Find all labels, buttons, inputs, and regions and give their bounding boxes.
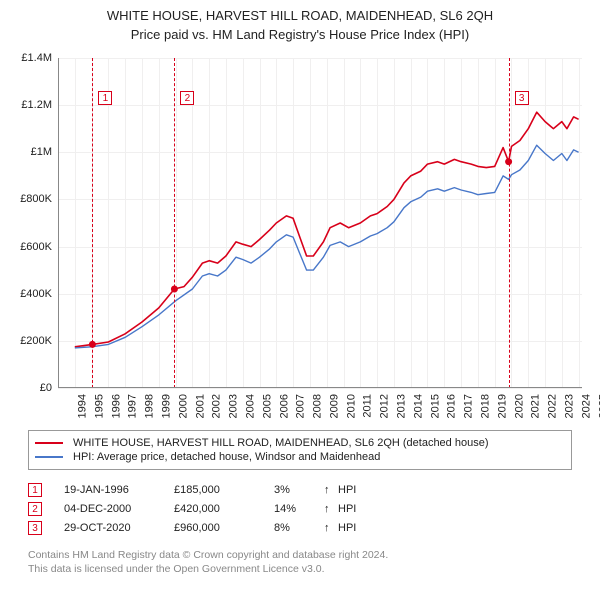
- event-date: 19-JAN-1996: [64, 484, 174, 496]
- arrow-up-icon: ↑: [324, 503, 338, 515]
- footer-attribution: Contains HM Land Registry data © Crown c…: [28, 548, 572, 576]
- legend-swatch: [35, 442, 63, 444]
- x-tick-label: 2010: [345, 394, 357, 418]
- event-date: 29-OCT-2020: [64, 522, 174, 534]
- arrow-up-icon: ↑: [324, 522, 338, 534]
- event-date: 04-DEC-2000: [64, 503, 174, 515]
- event-marker-icon: 1: [28, 483, 42, 497]
- subtitle: Price paid vs. HM Land Registry's House …: [0, 27, 600, 42]
- event-hpi-label: HPI: [338, 522, 378, 534]
- x-tick-label: 1999: [160, 394, 172, 418]
- x-tick-label: 2002: [211, 394, 223, 418]
- legend-label: WHITE HOUSE, HARVEST HILL ROAD, MAIDENHE…: [73, 437, 489, 449]
- x-tick-label: 2015: [429, 394, 441, 418]
- x-tick-label: 2007: [295, 394, 307, 418]
- event-row: 1 19-JAN-1996 £185,000 3% ↑ HPI: [28, 483, 572, 497]
- event-marker-icon: 2: [28, 502, 42, 516]
- arrow-up-icon: ↑: [324, 484, 338, 496]
- x-tick-label: 2022: [547, 394, 559, 418]
- chart-container: WHITE HOUSE, HARVEST HILL ROAD, MAIDENHE…: [0, 0, 600, 590]
- address-title: WHITE HOUSE, HARVEST HILL ROAD, MAIDENHE…: [0, 8, 600, 23]
- event-pct: 8%: [274, 522, 324, 534]
- x-tick-label: 2018: [480, 394, 492, 418]
- event-pct: 3%: [274, 484, 324, 496]
- y-tick-label: £0: [40, 382, 52, 394]
- event-price: £185,000: [174, 484, 274, 496]
- event-row: 3 29-OCT-2020 £960,000 8% ↑ HPI: [28, 521, 572, 535]
- footer-line: Contains HM Land Registry data © Crown c…: [28, 548, 572, 562]
- x-tick-label: 1996: [110, 394, 122, 418]
- series-line-hpi: [75, 145, 579, 348]
- legend-row: HPI: Average price, detached house, Wind…: [35, 451, 565, 463]
- x-tick-label: 2023: [564, 394, 576, 418]
- x-tick-label: 1994: [76, 394, 88, 418]
- x-tick-label: 2012: [379, 394, 391, 418]
- x-tick-label: 2003: [228, 394, 240, 418]
- x-tick-label: 2016: [446, 394, 458, 418]
- x-tick-label: 2024: [580, 394, 592, 418]
- series-line-property: [75, 112, 579, 347]
- plot-area: 123 £0£200K£400K£600K£800K£1M£1.2M£1.4M …: [58, 58, 582, 388]
- event-vline: [509, 58, 510, 388]
- y-tick-label: £1.2M: [21, 99, 52, 111]
- x-tick-label: 2001: [194, 394, 206, 418]
- x-tick-label: 2019: [496, 394, 508, 418]
- x-tick-label: 1997: [127, 394, 139, 418]
- event-price: £420,000: [174, 503, 274, 515]
- gridline-horizontal: [58, 388, 582, 389]
- x-tick-label: 2005: [261, 394, 273, 418]
- event-vline: [92, 58, 93, 388]
- line-series-svg: [58, 58, 582, 388]
- legend-row: WHITE HOUSE, HARVEST HILL ROAD, MAIDENHE…: [35, 437, 565, 449]
- event-marker-icon: 3: [28, 521, 42, 535]
- footer-line: This data is licensed under the Open Gov…: [28, 562, 572, 576]
- event-price: £960,000: [174, 522, 274, 534]
- y-tick-label: £600K: [20, 241, 52, 253]
- x-tick-label: 1998: [144, 394, 156, 418]
- event-marker-box: 3: [515, 91, 529, 105]
- x-tick-label: 2006: [278, 394, 290, 418]
- event-row: 2 04-DEC-2000 £420,000 14% ↑ HPI: [28, 502, 572, 516]
- event-marker-box: 1: [98, 91, 112, 105]
- y-tick-label: £400K: [20, 288, 52, 300]
- y-tick-label: £1M: [31, 146, 52, 158]
- x-tick-label: 2008: [312, 394, 324, 418]
- legend-label: HPI: Average price, detached house, Wind…: [73, 451, 380, 463]
- event-hpi-label: HPI: [338, 484, 378, 496]
- y-tick-label: £200K: [20, 335, 52, 347]
- x-tick-label: 2000: [177, 394, 189, 418]
- event-marker-box: 2: [180, 91, 194, 105]
- event-vline: [174, 58, 175, 388]
- x-tick-label: 1995: [93, 394, 105, 418]
- x-tick-label: 2013: [396, 394, 408, 418]
- events-table: 1 19-JAN-1996 £185,000 3% ↑ HPI 2 04-DEC…: [28, 478, 572, 540]
- y-tick-label: £800K: [20, 193, 52, 205]
- title-block: WHITE HOUSE, HARVEST HILL ROAD, MAIDENHE…: [0, 0, 600, 42]
- y-axis-line: [58, 58, 59, 388]
- x-tick-label: 2020: [513, 394, 525, 418]
- x-tick-label: 2011: [361, 394, 373, 418]
- event-pct: 14%: [274, 503, 324, 515]
- x-tick-label: 2004: [244, 394, 256, 418]
- event-hpi-label: HPI: [338, 503, 378, 515]
- x-tick-label: 2021: [530, 394, 542, 418]
- y-tick-label: £1.4M: [21, 52, 52, 64]
- legend-swatch: [35, 456, 63, 458]
- x-tick-label: 2009: [328, 394, 340, 418]
- legend-box: WHITE HOUSE, HARVEST HILL ROAD, MAIDENHE…: [28, 430, 572, 470]
- x-axis-line: [58, 387, 582, 388]
- x-tick-label: 2014: [412, 394, 424, 418]
- x-tick-label: 2017: [463, 394, 475, 418]
